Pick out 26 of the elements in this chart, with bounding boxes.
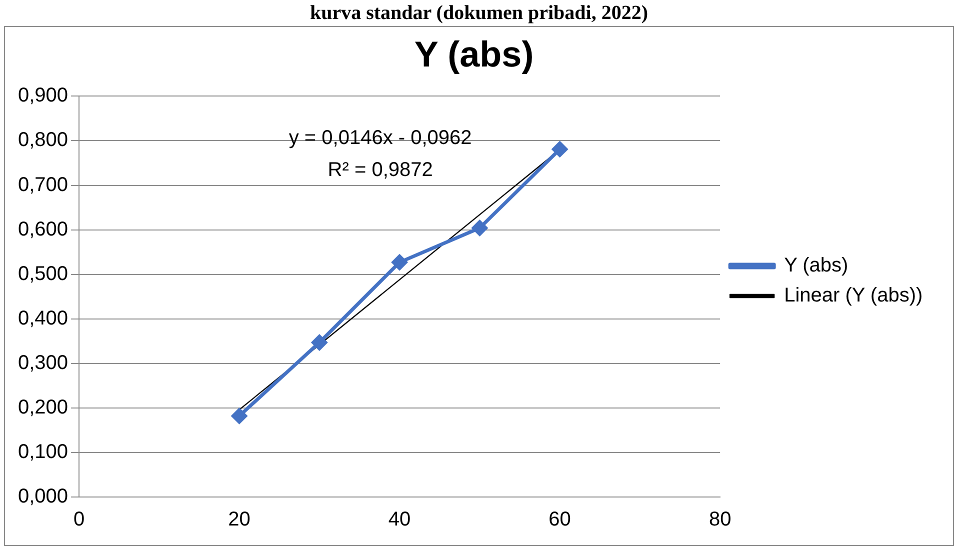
point bbox=[472, 220, 488, 236]
y-tick-label: 0,800 bbox=[18, 129, 68, 152]
text: kurva standar (dokumen pribadi, 2022) bbox=[308, 1, 650, 26]
x-tick-label: 80 bbox=[708, 508, 732, 531]
y-tick-label: 0,600 bbox=[18, 218, 68, 240]
legend-label: Y (abs) bbox=[784, 254, 848, 277]
point bbox=[312, 334, 328, 350]
chart-title: Y (abs) bbox=[414, 34, 534, 75]
y-tick-label: 0,100 bbox=[18, 440, 68, 463]
point bbox=[392, 254, 408, 270]
y-tick-label: 0,700 bbox=[18, 174, 68, 196]
x-tick-label: 40 bbox=[388, 508, 411, 531]
y-tick-label: 0,300 bbox=[18, 352, 68, 374]
x-tick-label: 60 bbox=[548, 508, 571, 531]
y-tick-label: 0,200 bbox=[18, 396, 68, 418]
annotation: y = 0,0146x - 0,0962 bbox=[288, 127, 472, 150]
y-tick-label: 0,500 bbox=[18, 262, 68, 285]
legend-label: Linear (Y (abs)) bbox=[784, 284, 923, 307]
y-tick-label: 0,000 bbox=[18, 486, 68, 508]
y-tick-label: 0,400 bbox=[18, 307, 68, 330]
x-tick-label: 0 bbox=[73, 508, 85, 531]
point bbox=[552, 141, 568, 157]
y-tick-label: 0,900 bbox=[18, 84, 68, 107]
point bbox=[232, 408, 248, 424]
annotation: R² = 0,9872 bbox=[328, 159, 433, 182]
x-tick-label: 20 bbox=[228, 508, 250, 531]
